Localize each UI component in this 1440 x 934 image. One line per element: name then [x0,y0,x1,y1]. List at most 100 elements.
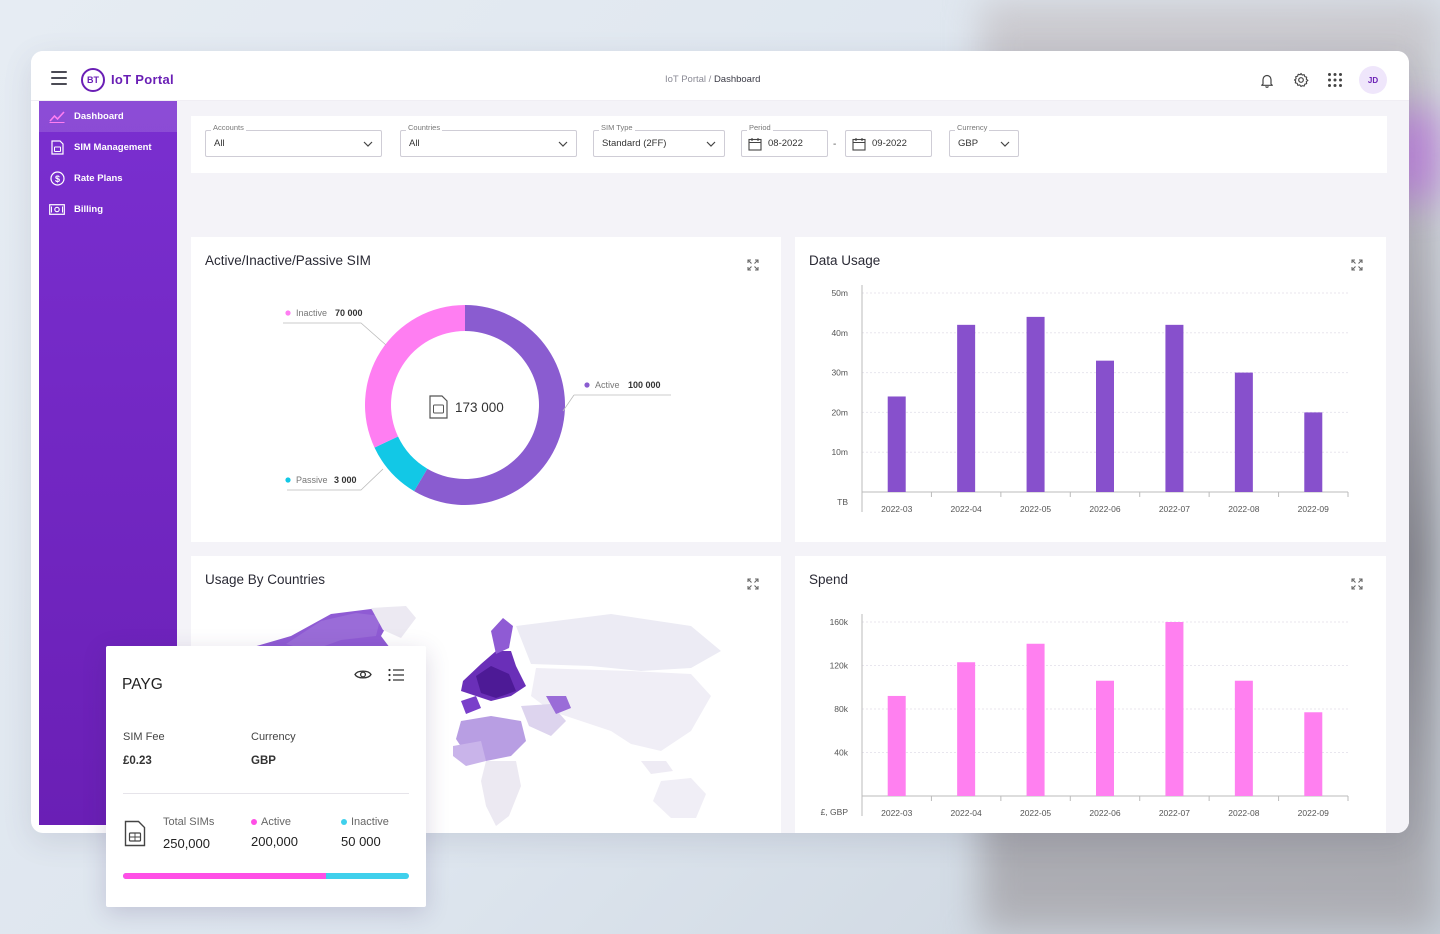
sim-status-card: Active/Inactive/Passive SIM Inactive 70 … [191,237,781,542]
bar-2022-04[interactable] [957,662,976,796]
y-tick-label: 10m [831,447,848,457]
map-iberia [461,696,481,714]
bar-2022-09[interactable] [1304,712,1323,796]
accounts-filter: All Accounts [205,123,382,157]
sim-type-select[interactable]: Standard (2FF) [593,130,725,157]
accounts-value: All [214,138,225,149]
breadcrumb-root[interactable]: IoT Portal [665,74,707,85]
app-title: IoT Portal [111,72,174,87]
spend-chart: 160k 120k 80k 40k £, GBP 2022-03 2022-04 2022-0… [821,614,1349,818]
chevron-down-icon [363,141,373,147]
donut-slice-active[interactable] [414,305,565,505]
bar-2022-05[interactable] [1026,316,1045,492]
countries-filter: All Countries [400,123,577,157]
bar-2022-06[interactable] [1096,680,1114,796]
donut-slice-inactive[interactable] [365,305,465,448]
bar-2022-04[interactable] [957,324,976,492]
x-tick-label: 2022-05 [1020,808,1051,818]
sidebar-item-label: SIM Management [74,142,152,153]
period-from-filter: 08-2022 Period [741,123,828,157]
chevron-down-icon [1000,141,1010,147]
sim-type-filter: Standard (2FF) SIM Type [593,123,725,157]
apps-grid-icon[interactable] [1325,70,1345,90]
inactive-sims-value: 50 000 [341,834,381,849]
billing-icon [49,203,65,217]
active-sims-label-wrap: Active [251,816,291,828]
sim-icon [49,140,65,155]
currency-select[interactable]: GBP [949,130,1019,157]
donut-slice-passive[interactable] [374,436,428,492]
trend-icon [49,110,65,124]
sidebar-item-label: Dashboard [74,111,124,122]
bar-2022-08[interactable] [1234,680,1253,796]
active-legend-label: Active [595,380,620,390]
passive-leader-line [287,468,384,491]
passive-legend-value: 3 000 [334,475,357,485]
bar-2022-07[interactable] [1165,622,1184,796]
sim-fee-label: SIM Fee [123,731,165,743]
filters-bar: All Accounts All Countries Standard (2FF… [191,116,1387,173]
expand-icon[interactable] [1351,259,1363,271]
period-to-filter: 09-2022 [845,130,932,157]
sim-type-label: SIM Type [599,123,635,132]
bt-logo: BT [81,68,105,92]
expand-icon[interactable] [747,259,759,271]
unit-label: TB [837,497,848,507]
x-tick-label: 2022-05 [1020,504,1051,514]
bar-2022-03[interactable] [887,695,906,796]
bar-2022-06[interactable] [1096,360,1114,492]
expand-icon[interactable] [747,578,759,590]
list-icon[interactable] [388,668,404,682]
expand-icon[interactable] [1351,578,1363,590]
x-tick-label: 2022-06 [1089,808,1120,818]
period-to-input[interactable]: 09-2022 [845,130,932,157]
active-sims-label: Active [261,816,291,828]
bar-2022-09[interactable] [1304,412,1323,492]
unit-label: £, GBP [821,807,849,817]
inactive-legend-label: Inactive [296,308,327,318]
card-title: Usage By Countries [205,572,326,587]
hamburger-menu-icon[interactable] [51,71,67,85]
period-from-input[interactable]: 08-2022 [741,130,828,157]
bar-2022-05[interactable] [1026,643,1045,796]
bar-2022-08[interactable] [1234,372,1253,492]
period-label: Period [747,123,773,132]
x-tick-label: 2022-09 [1298,808,1329,818]
sidebar-item-rate-plans[interactable]: $ Rate Plans [39,163,177,194]
calendar-icon [852,137,866,151]
sidebar-item-label: Rate Plans [74,173,123,184]
map-africa-west [453,741,486,766]
map-caucasus [546,696,571,714]
accounts-select[interactable]: All [205,130,382,157]
countries-select[interactable]: All [400,130,577,157]
sidebar-item-sim-management[interactable]: SIM Management [39,132,177,163]
sidebar-item-dashboard[interactable]: Dashboard [39,101,177,132]
map-russia [516,614,721,671]
x-tick-label: 2022-07 [1159,808,1190,818]
active-legend-value: 100 000 [628,380,661,390]
donut-chart: Inactive 70 000 Active 100 000 Passive 3… [283,305,671,505]
inactive-dot [341,819,347,826]
currency-filter: GBP Currency [949,123,1019,157]
currency-label: Currency [955,123,990,132]
map-middle-east [521,704,566,736]
dollar-icon: $ [49,171,65,186]
chevron-down-icon [558,141,568,147]
sidebar-item-billing[interactable]: Billing [39,194,177,225]
passive-legend-dot [285,477,291,483]
map-australia [653,778,706,818]
bar-2022-03[interactable] [887,396,906,492]
bar-2022-07[interactable] [1165,324,1184,492]
card-title: Active/Inactive/Passive SIM [205,253,371,268]
divider [123,793,409,794]
x-tick-label: 2022-06 [1089,504,1120,514]
eye-icon[interactable] [354,668,372,681]
gear-icon[interactable] [1291,70,1311,90]
card-title: Data Usage [809,253,881,268]
top-icons: JD [1257,66,1387,94]
payg-title: PAYG [122,676,163,693]
user-avatar[interactable]: JD [1359,66,1387,94]
map-indonesia [641,761,673,774]
sim-fee-value: £0.23 [123,755,152,767]
bell-icon[interactable] [1257,70,1277,90]
